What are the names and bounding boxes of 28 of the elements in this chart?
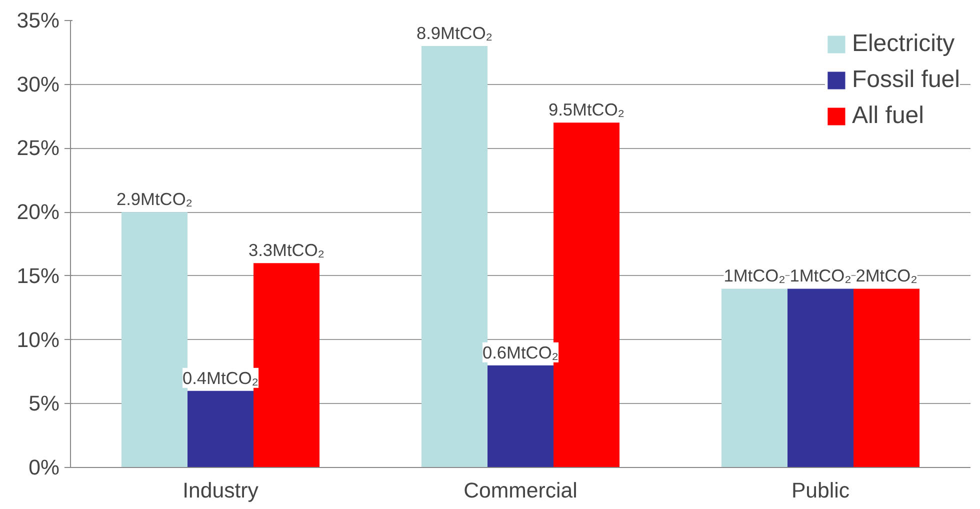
y-tick-label: 15% [16,264,60,288]
y-tick-label: 35% [16,8,60,32]
legend-label: Electricity [852,30,955,58]
bar [188,390,254,468]
y-tick-label: 25% [16,136,60,160]
legend-label: Fossil fuel [852,66,960,94]
annotation: 9.5MtCO₂ [548,100,625,120]
annotation: 2.9MtCO₂ [116,189,193,210]
y-tick-label: 10% [16,328,60,352]
x-tick-label: Commercial [464,478,578,502]
annotation: 1MtCO₂ [724,266,786,286]
bar [788,288,854,468]
annotation: 1MtCO₂ [790,266,852,286]
annotation: 3.3MtCO₂ [248,240,325,260]
bar [854,288,920,468]
y-tick-label: 5% [28,392,60,416]
bar [488,365,554,468]
y-tick-label: 20% [16,200,60,224]
annotation: 0.4MtCO₂ [182,368,259,388]
annotation: 0.6MtCO₂ [482,342,559,362]
legend-label: All fuel [852,102,924,130]
bar [722,288,788,468]
annotation: 2MtCO₂ [856,266,918,286]
y-tick-label: 0% [28,456,60,480]
y-tick-label: 30% [16,72,60,96]
x-tick-label: Public [791,478,850,502]
annotation: 8.9MtCO₂ [416,23,493,44]
x-tick-label: Industry [182,478,259,502]
